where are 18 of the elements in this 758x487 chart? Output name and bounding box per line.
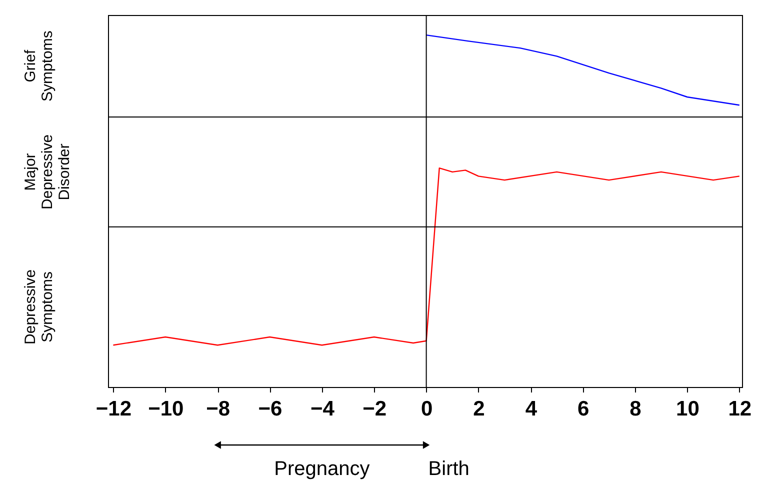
x-tick-label: 12 [728, 398, 752, 420]
x-tick-label: 6 [578, 398, 590, 420]
x-tick-label: −8 [206, 398, 230, 420]
x-tick-label: −2 [362, 398, 387, 420]
x-tick-label: 8 [630, 398, 642, 420]
x-tick-label: 0 [420, 398, 433, 420]
x-tick-label: −6 [258, 398, 282, 420]
legend-label: Birth [428, 458, 470, 480]
x-tick-label: 2 [473, 398, 485, 420]
x-tick-label: 4 [525, 398, 538, 420]
x-tick-label: 10 [676, 398, 700, 420]
x-tick-label: −10 [148, 398, 184, 420]
text: Pregnancy [274, 458, 370, 480]
text: Major Depressive Disorder [22, 134, 73, 210]
x-tick-label: −12 [96, 398, 132, 420]
x-tick-label: −4 [310, 398, 335, 420]
text: Depressive Symptoms [22, 269, 56, 344]
text: Grief Symptoms [22, 30, 56, 102]
